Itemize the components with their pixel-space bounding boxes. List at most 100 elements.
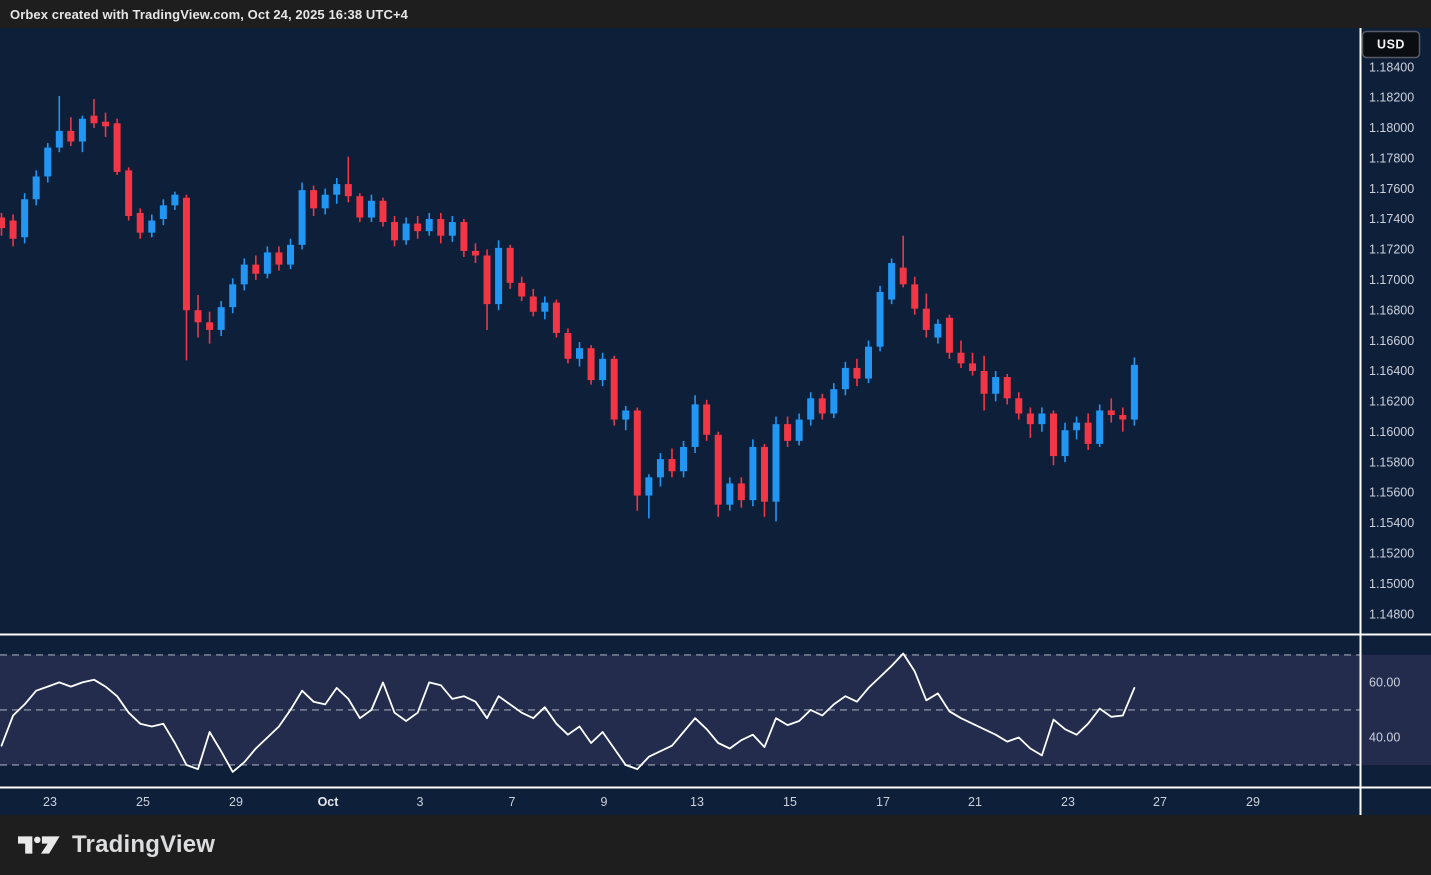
attribution-bar: Orbex created with TradingView.com, Oct … bbox=[0, 0, 1431, 28]
price-tick-label: 1.16400 bbox=[1369, 364, 1414, 378]
candle bbox=[113, 118, 121, 175]
candle-body bbox=[980, 370, 988, 394]
candle-body bbox=[448, 222, 456, 236]
candle bbox=[90, 98, 98, 128]
candle-body bbox=[460, 222, 468, 251]
time-tick-label: 23 bbox=[1061, 795, 1075, 809]
candle bbox=[379, 197, 387, 227]
candle-body bbox=[136, 212, 144, 233]
chart-svg[interactable]: 1.18400 1.18200 1.18000 1.17800 1.17600 1.174… bbox=[0, 28, 1431, 815]
rsi-axis[interactable]: 60.00 40.00 bbox=[1369, 676, 1400, 745]
candle bbox=[992, 370, 1000, 402]
candle bbox=[402, 217, 410, 245]
candle-body bbox=[171, 194, 179, 206]
price-axis[interactable]: 1.18400 1.18200 1.18000 1.17800 1.17600 1.174… bbox=[1369, 60, 1414, 621]
candle-body bbox=[159, 205, 167, 220]
price-tick-label: 1.15600 bbox=[1369, 486, 1414, 500]
candle-body bbox=[795, 419, 803, 441]
candle bbox=[206, 311, 214, 344]
candle bbox=[541, 296, 549, 320]
candle-body bbox=[102, 121, 110, 127]
candle bbox=[980, 355, 988, 411]
candle-body bbox=[310, 190, 318, 209]
time-tick-label: 29 bbox=[229, 795, 243, 809]
candle-body bbox=[668, 459, 676, 472]
candle bbox=[599, 352, 607, 387]
candle-body bbox=[113, 123, 121, 172]
candle bbox=[853, 358, 861, 387]
candle bbox=[760, 443, 768, 517]
price-tick-label: 1.16800 bbox=[1369, 303, 1414, 317]
attribution-text: Orbex created with TradingView.com, Oct … bbox=[10, 6, 408, 22]
candle-body bbox=[633, 410, 641, 496]
candle-body bbox=[691, 404, 699, 447]
price-tick-label: 1.16000 bbox=[1369, 425, 1414, 439]
candle-body bbox=[333, 184, 341, 195]
candle-body bbox=[275, 252, 283, 265]
candle bbox=[263, 246, 271, 279]
candle bbox=[275, 246, 283, 271]
rsi-line bbox=[0, 652, 1136, 773]
candle bbox=[298, 182, 306, 250]
candle-body bbox=[252, 264, 260, 274]
price-tick-label: 1.14800 bbox=[1369, 607, 1414, 621]
candle bbox=[356, 193, 364, 223]
candle bbox=[471, 243, 479, 264]
candle bbox=[171, 191, 179, 210]
tradingview-logo-icon bbox=[18, 836, 60, 854]
candle bbox=[714, 431, 722, 517]
candle-body bbox=[899, 267, 907, 285]
time-tick-label: 13 bbox=[690, 795, 704, 809]
candle bbox=[148, 214, 156, 238]
candle bbox=[576, 342, 583, 367]
candle-body bbox=[344, 184, 352, 197]
candle-body bbox=[853, 367, 861, 379]
candle bbox=[680, 440, 688, 478]
candle-body bbox=[1073, 422, 1081, 431]
candle-body bbox=[610, 358, 618, 420]
candle-body bbox=[818, 398, 826, 414]
candle-body bbox=[587, 348, 595, 381]
candle bbox=[899, 235, 907, 288]
candle-body bbox=[830, 389, 838, 414]
candle bbox=[367, 194, 375, 223]
candle bbox=[969, 352, 977, 376]
candle bbox=[922, 293, 930, 338]
candle bbox=[217, 301, 225, 337]
candle bbox=[125, 167, 133, 221]
candle-body bbox=[622, 410, 630, 420]
candle-body bbox=[437, 219, 445, 236]
candle-body bbox=[483, 255, 491, 305]
candle bbox=[1026, 407, 1034, 438]
candle-body bbox=[78, 118, 86, 142]
price-tick-label: 1.18400 bbox=[1369, 60, 1414, 74]
candle bbox=[957, 340, 965, 368]
candle-body bbox=[1015, 398, 1023, 414]
candle-body bbox=[367, 200, 375, 218]
candle-body bbox=[194, 310, 202, 323]
candle bbox=[229, 278, 237, 314]
candle bbox=[518, 276, 526, 302]
candle bbox=[1096, 404, 1104, 447]
candle-body bbox=[44, 147, 52, 177]
candle bbox=[9, 214, 17, 247]
time-axis[interactable]: 23 25 29 Oct 3 7 9 13 15 17 21 23 27 29 bbox=[43, 795, 1260, 809]
candle-body bbox=[703, 404, 711, 435]
candle-body bbox=[414, 223, 422, 232]
price-tick-label: 1.18000 bbox=[1369, 121, 1414, 135]
candle bbox=[784, 416, 792, 447]
candle bbox=[795, 413, 803, 446]
candle-body bbox=[576, 348, 583, 359]
candle bbox=[136, 208, 144, 239]
candle-body bbox=[1026, 413, 1034, 425]
candle-body bbox=[1119, 415, 1127, 420]
candle bbox=[841, 361, 849, 396]
time-tick-label: 23 bbox=[43, 795, 57, 809]
rsi-tick-label: 60.00 bbox=[1369, 676, 1400, 690]
currency-toggle-button[interactable]: USD bbox=[1361, 30, 1421, 59]
candle-body bbox=[680, 446, 688, 472]
candle bbox=[1119, 407, 1127, 432]
candle-body bbox=[9, 220, 17, 239]
candle bbox=[78, 115, 86, 153]
price-tick-label: 1.15800 bbox=[1369, 455, 1414, 469]
